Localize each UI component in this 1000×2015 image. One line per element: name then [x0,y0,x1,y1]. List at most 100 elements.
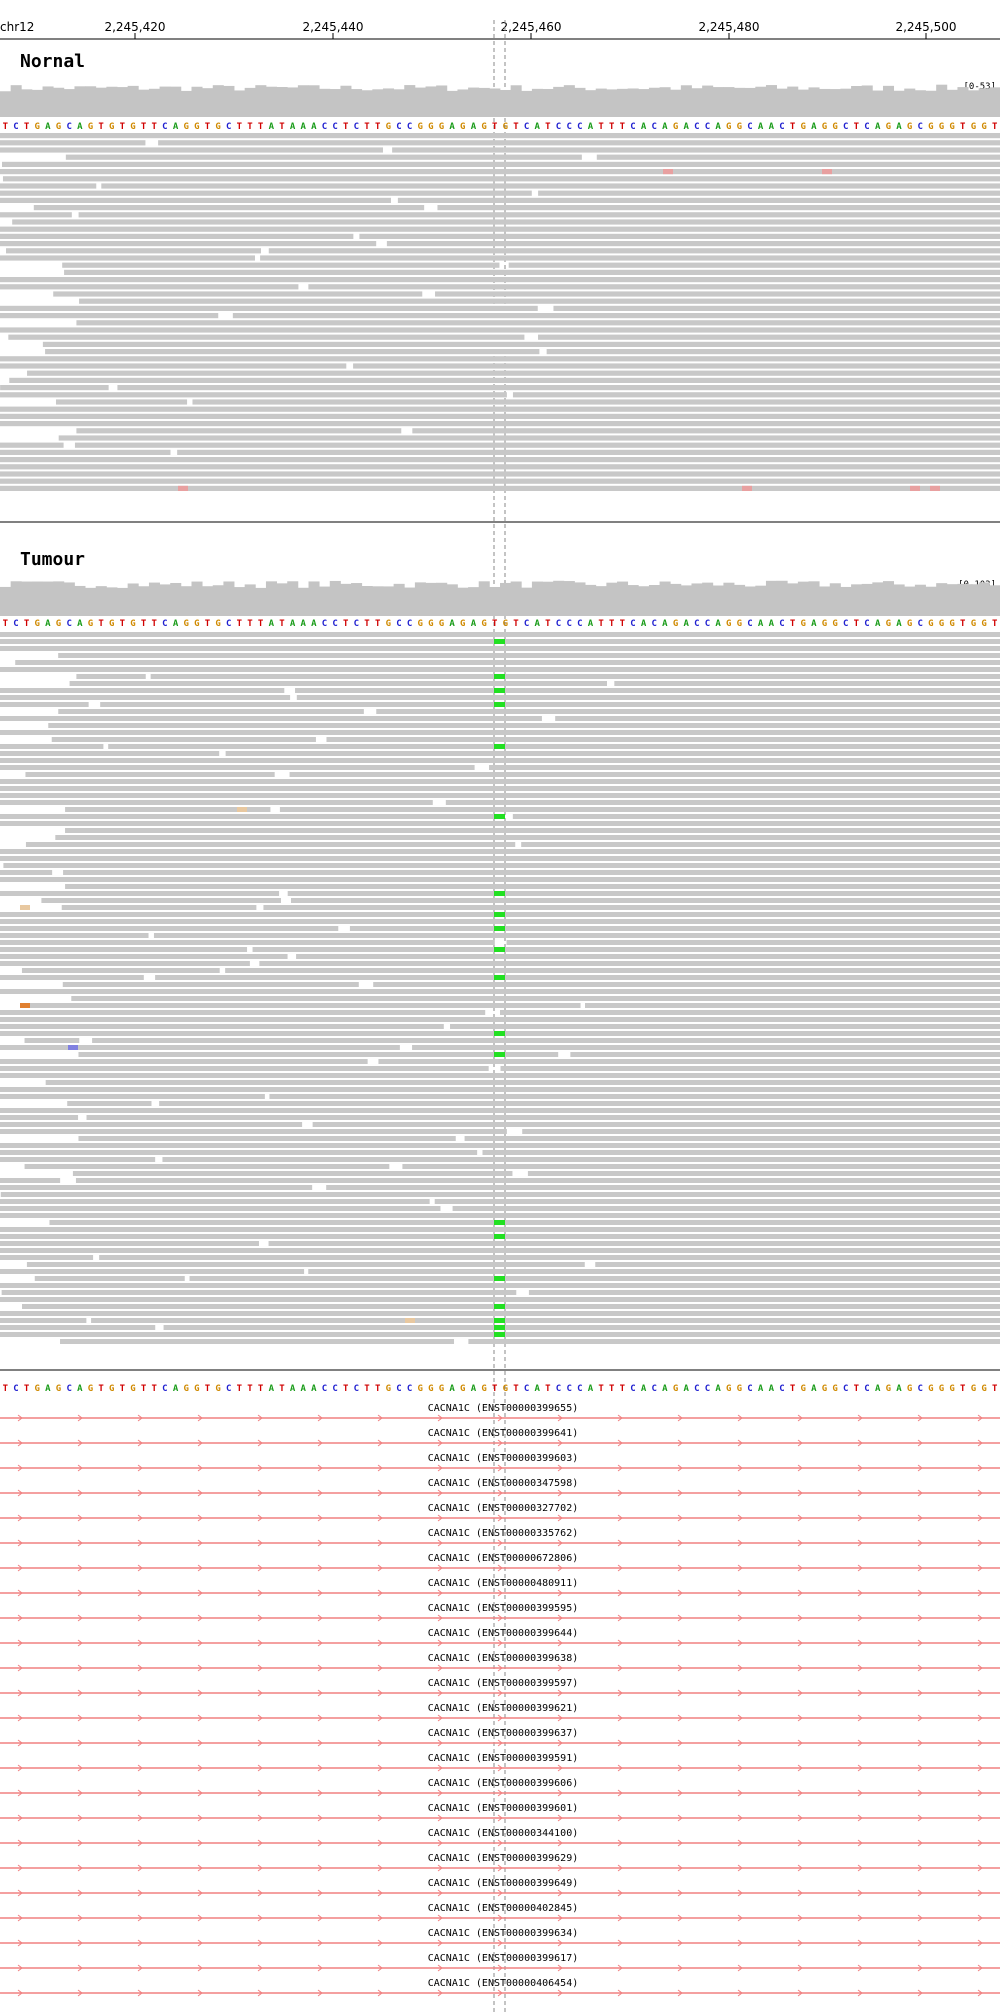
aligned-read[interactable] [117,385,1000,391]
aligned-read[interactable] [508,262,1000,268]
aligned-read[interactable] [0,758,1000,763]
aligned-read[interactable] [279,807,1000,812]
aligned-read[interactable] [48,723,1000,728]
aligned-read[interactable] [0,814,499,819]
ruler[interactable]: chr12 2,245,420 2,245,440 2,245,460 2,245,4… [0,20,1000,40]
aligned-read[interactable] [78,212,1000,218]
aligned-read[interactable] [0,255,256,261]
aligned-read[interactable] [0,877,1000,882]
aligned-read[interactable] [0,989,1000,994]
aligned-read[interactable] [0,1185,313,1190]
aligned-read[interactable] [0,940,495,945]
aligned-read[interactable] [0,730,1000,735]
aligned-read[interactable] [0,919,1000,924]
aligned-read[interactable] [585,1003,1000,1008]
aligned-read[interactable] [0,1311,1000,1316]
aligned-read[interactable] [553,305,1000,311]
aligned-read[interactable] [506,940,1000,945]
aligned-read[interactable] [0,849,1000,854]
aligned-read[interactable] [392,147,1000,153]
aligned-read[interactable] [296,954,1000,959]
aligned-read[interactable] [0,197,391,203]
alignment-track-tumour[interactable] [0,632,1000,1344]
aligned-read[interactable] [349,926,1000,931]
aligned-read[interactable] [0,961,250,966]
aligned-read[interactable] [24,1164,390,1169]
aligned-read[interactable] [65,154,582,160]
aligned-read[interactable] [232,313,1000,319]
aligned-read[interactable] [308,1269,1000,1274]
aligned-read[interactable] [263,905,1000,910]
aligned-read[interactable] [268,248,1000,254]
aligned-read[interactable] [538,190,1000,196]
alignment-track-normal[interactable] [0,133,1000,491]
aligned-read[interactable] [512,392,1000,398]
aligned-read[interactable] [69,681,608,686]
aligned-read[interactable] [0,140,146,146]
aligned-read[interactable] [437,205,1000,211]
aligned-read[interactable] [100,702,1000,707]
aligned-read[interactable] [225,751,1000,756]
aligned-read[interactable] [33,205,425,211]
aligned-read[interactable] [0,478,1000,484]
aligned-read[interactable] [0,190,532,196]
aligned-read[interactable] [49,1220,1000,1225]
aligned-read[interactable] [76,428,402,434]
aligned-read[interactable] [0,464,1000,470]
aligned-read[interactable] [74,442,1000,448]
aligned-read[interactable] [0,421,1000,427]
aligned-read[interactable] [25,842,516,847]
aligned-read[interactable] [555,716,1000,721]
aligned-read[interactable] [397,197,1000,203]
tumour-panel[interactable]: Tumour [0-103] TCTGAGCAGTGTGTTCAGGTGCTTT… [0,549,1000,1371]
aligned-read[interactable] [0,786,1000,791]
aligned-read[interactable] [26,1262,585,1267]
aligned-read[interactable] [546,349,1000,355]
aligned-read[interactable] [12,219,1000,225]
aligned-read[interactable] [108,744,1000,749]
aligned-read[interactable] [0,744,104,749]
aligned-read[interactable] [0,1115,79,1120]
aligned-read[interactable] [76,320,1000,326]
aligned-read[interactable] [158,140,1000,146]
aligned-read[interactable] [489,765,1000,770]
aligned-read[interactable] [468,1339,1000,1344]
aligned-read[interactable] [0,313,219,319]
aligned-read[interactable] [0,1241,259,1246]
aligned-read[interactable] [22,1304,1000,1309]
aligned-read[interactable] [45,1080,1000,1085]
aligned-read[interactable] [0,667,1000,672]
aligned-read[interactable] [6,248,261,254]
aligned-read[interactable] [500,1066,1000,1071]
aligned-read[interactable] [287,891,1000,896]
aligned-read[interactable] [159,1101,1000,1106]
aligned-read[interactable] [192,399,1000,405]
aligned-read[interactable] [0,1283,1000,1288]
aligned-read[interactable] [0,1017,1000,1022]
aligned-read[interactable] [21,968,220,973]
aligned-read[interactable] [0,1150,478,1155]
aligned-read[interactable] [0,954,288,959]
aligned-read[interactable] [353,363,1000,369]
aligned-read[interactable] [0,800,433,805]
aligned-read[interactable] [71,996,1000,1001]
aligned-read[interactable] [51,737,316,742]
aligned-read[interactable] [58,435,1000,441]
aligned-read[interactable] [0,241,377,247]
aligned-read[interactable] [522,1129,1000,1134]
aligned-read[interactable] [0,751,220,756]
aligned-read[interactable] [63,870,1000,875]
aligned-read[interactable] [86,1115,1000,1120]
aligned-read[interactable] [0,975,144,980]
aligned-read[interactable] [0,226,1000,232]
aligned-read[interactable] [0,1206,441,1211]
aligned-read[interactable] [153,933,1000,938]
aligned-read[interactable] [45,349,540,355]
aligned-read[interactable] [0,133,1000,139]
aligned-read[interactable] [0,327,1000,333]
aligned-read[interactable] [24,1038,80,1043]
transcript-track[interactable]: CACNA1C (ENST00000399655) CACNA1C (ENST00… [0,1403,1000,1997]
aligned-read[interactable] [482,1150,1000,1155]
